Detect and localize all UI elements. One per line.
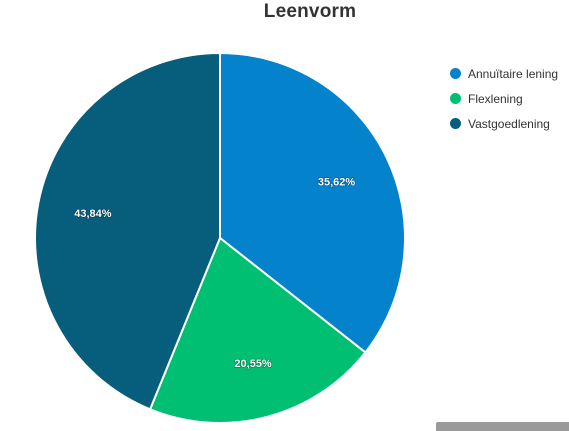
pie-slice-flexlening[interactable] <box>149 237 367 424</box>
legend-label: Vastgoedlening <box>468 116 550 131</box>
slice-data-label: 43,84% <box>74 208 112 220</box>
horizontal-scrollbar[interactable] <box>436 422 569 431</box>
legend-item-vastgoedlening[interactable]: Vastgoedlening <box>450 111 558 136</box>
chart-title: Leenvorm <box>263 1 357 22</box>
legend-label: Flexlening <box>468 91 523 106</box>
legend-swatch-icon <box>450 93 461 104</box>
legend: Annuïtaire lening Flexlening Vastgoedlen… <box>450 61 558 136</box>
legend-label: Annuïtaire lening <box>468 66 559 81</box>
legend-swatch-icon <box>450 118 461 129</box>
pie-slice-vastgoedlening[interactable] <box>34 52 221 411</box>
legend-item-annuitaire-lening[interactable]: Annuïtaire lening <box>450 61 558 86</box>
slice-data-label: 35,62% <box>318 176 356 188</box>
pie-slice-annu-taire-lening[interactable] <box>219 52 406 354</box>
legend-swatch-icon <box>450 68 461 79</box>
legend-item-flexlening[interactable]: Flexlening <box>450 86 558 111</box>
slice-data-label: 20,55% <box>234 358 272 370</box>
